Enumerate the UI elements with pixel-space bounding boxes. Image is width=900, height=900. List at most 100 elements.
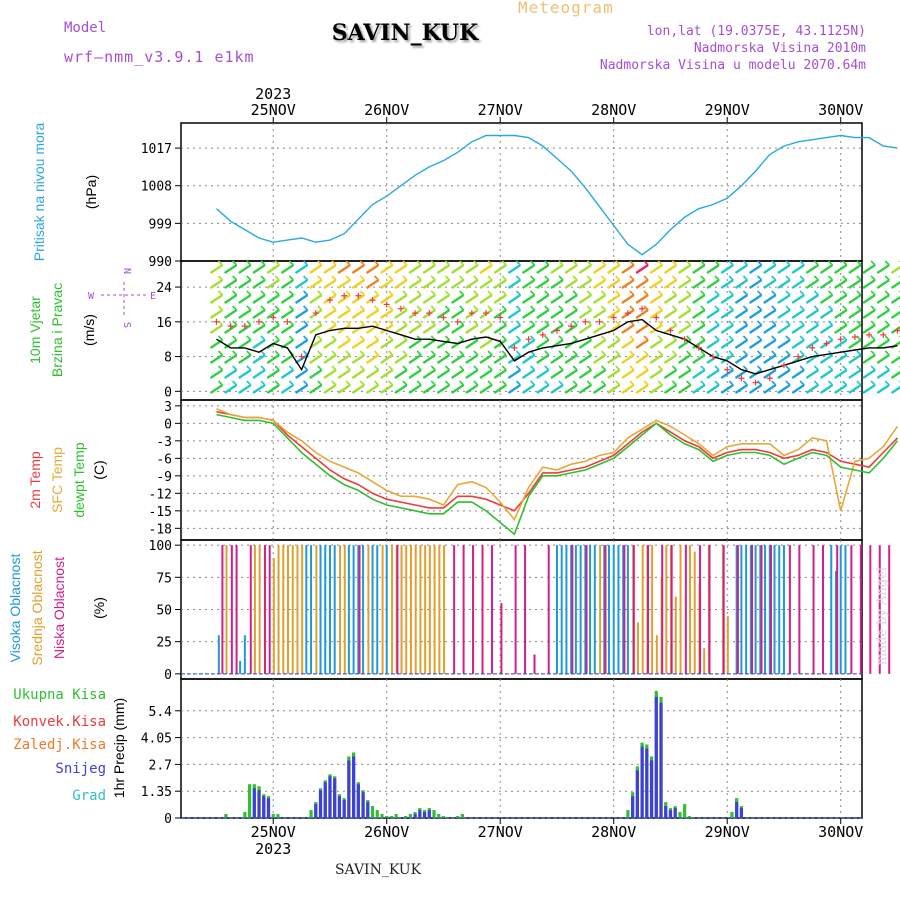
wind-barb-flag <box>686 320 692 326</box>
wind-barb-flag <box>345 320 351 326</box>
wind-barb <box>677 279 692 289</box>
wind-barb <box>252 309 266 319</box>
wind-barb <box>436 369 451 379</box>
wind-barb-flag <box>842 335 848 341</box>
wind-barb <box>493 309 507 319</box>
wind-barb-flag <box>714 260 720 266</box>
wind-barb <box>635 279 649 289</box>
wind-barb <box>720 324 734 334</box>
cloud_cover-bar <box>438 545 441 674</box>
wind-barb-flag <box>444 380 451 386</box>
precip-legend-3: Snijeg <box>55 761 106 777</box>
wind-barb <box>280 264 295 274</box>
cloud_cover-bar <box>670 545 673 674</box>
wind-barb-flag <box>416 380 422 386</box>
cloud_cover-bar <box>599 545 602 674</box>
wind-barb-flag <box>742 305 748 311</box>
wind-barb-flag <box>459 260 465 266</box>
wind-barb <box>848 264 862 274</box>
wind-barb-flag <box>274 305 280 311</box>
wind-barb-flag <box>870 260 876 266</box>
wind-barb <box>294 294 309 304</box>
wind-barb-flag <box>742 335 748 341</box>
wind-barb <box>607 279 621 289</box>
wind-barb <box>635 369 649 379</box>
wind-barb <box>252 324 266 334</box>
bottom-day-label: 28NOV <box>591 823 636 841</box>
wind-barb <box>294 279 309 289</box>
wind-barb-flag <box>388 320 394 326</box>
wind-barb-flag <box>303 290 309 296</box>
wind-barb <box>819 324 834 334</box>
wind-barb-flag <box>884 290 890 296</box>
wind-barb-flag <box>742 275 748 281</box>
wind-barb <box>578 384 593 394</box>
wind-barb-flag <box>700 260 706 266</box>
wind-barb <box>465 264 479 274</box>
wind-barb <box>763 279 777 289</box>
wind-barb-flag <box>771 260 777 266</box>
wind-barb <box>748 324 763 334</box>
wind-barb <box>238 264 252 274</box>
cloud_cover-bar <box>888 545 891 674</box>
wind-barb <box>564 294 578 304</box>
wind-gust-mark <box>369 297 376 304</box>
cloud_cover-ytick-label: 100 <box>149 539 172 554</box>
credit-watermark: made by Angel <box>875 567 890 665</box>
wind-barb <box>436 354 451 364</box>
wind-barb-flag <box>870 320 876 326</box>
wind-barb-flag <box>388 335 394 341</box>
model-value: wrf–nmm_v3.9.1 e1km <box>64 48 255 66</box>
wind-barb <box>677 384 692 394</box>
cloud_cover-bar <box>571 545 574 674</box>
wind-barb-flag <box>586 290 592 296</box>
wind-barb <box>692 324 706 334</box>
wind-barb <box>621 369 635 379</box>
wind-barb <box>621 279 635 289</box>
wind-barb-flag <box>757 260 763 266</box>
wind-barb-flag <box>473 320 479 326</box>
wind-barb-flag <box>586 380 592 386</box>
wind-barb-flag <box>757 275 763 281</box>
precipitation-bar <box>314 804 318 818</box>
wind-barb-flag <box>714 305 720 311</box>
cloud_cover-bar <box>500 603 503 674</box>
wind-barb-flag <box>615 350 621 356</box>
cloud_cover-bar <box>754 545 757 674</box>
wind-barb <box>763 354 777 364</box>
precipitation-bar <box>413 814 417 818</box>
cloud_cover-bar <box>603 545 606 674</box>
wind-barb <box>734 354 749 364</box>
wind-barb <box>834 279 848 289</box>
wind-barb <box>819 384 834 394</box>
pressure-series-line <box>216 134 898 256</box>
precipitation-bar <box>318 790 323 818</box>
wind-barb <box>394 279 408 289</box>
wind-barb <box>223 384 238 394</box>
wind-barb-flag <box>260 380 266 386</box>
wind-barb-flag <box>643 335 649 341</box>
wind-barb-flag <box>444 320 451 326</box>
wind-barb <box>734 264 749 274</box>
wind-barb-flag <box>217 350 224 356</box>
wind-barb-flag <box>359 290 365 296</box>
wind-barb-flag <box>388 365 394 371</box>
cloud_cover-bar <box>788 545 791 674</box>
wind-barb <box>720 369 734 379</box>
wind-barb-flag <box>558 275 564 281</box>
wind-barb <box>380 354 394 364</box>
wind-barb-flag <box>686 365 692 371</box>
wind-barb-flag <box>515 320 521 326</box>
wind-barb-flag <box>487 305 493 311</box>
wind-barb <box>734 324 749 334</box>
wind-barb-flag <box>771 335 777 341</box>
wind-barb <box>763 294 777 304</box>
wind-barb <box>294 264 309 274</box>
wind-barb-flag <box>671 350 678 356</box>
wind-barb-flag <box>700 320 706 326</box>
precipitation-bar <box>375 810 379 818</box>
wind-barb-flag <box>785 305 791 311</box>
wind-barb <box>777 264 791 274</box>
precipitation-bar <box>408 814 412 818</box>
cloud_cover-bar <box>647 545 650 674</box>
